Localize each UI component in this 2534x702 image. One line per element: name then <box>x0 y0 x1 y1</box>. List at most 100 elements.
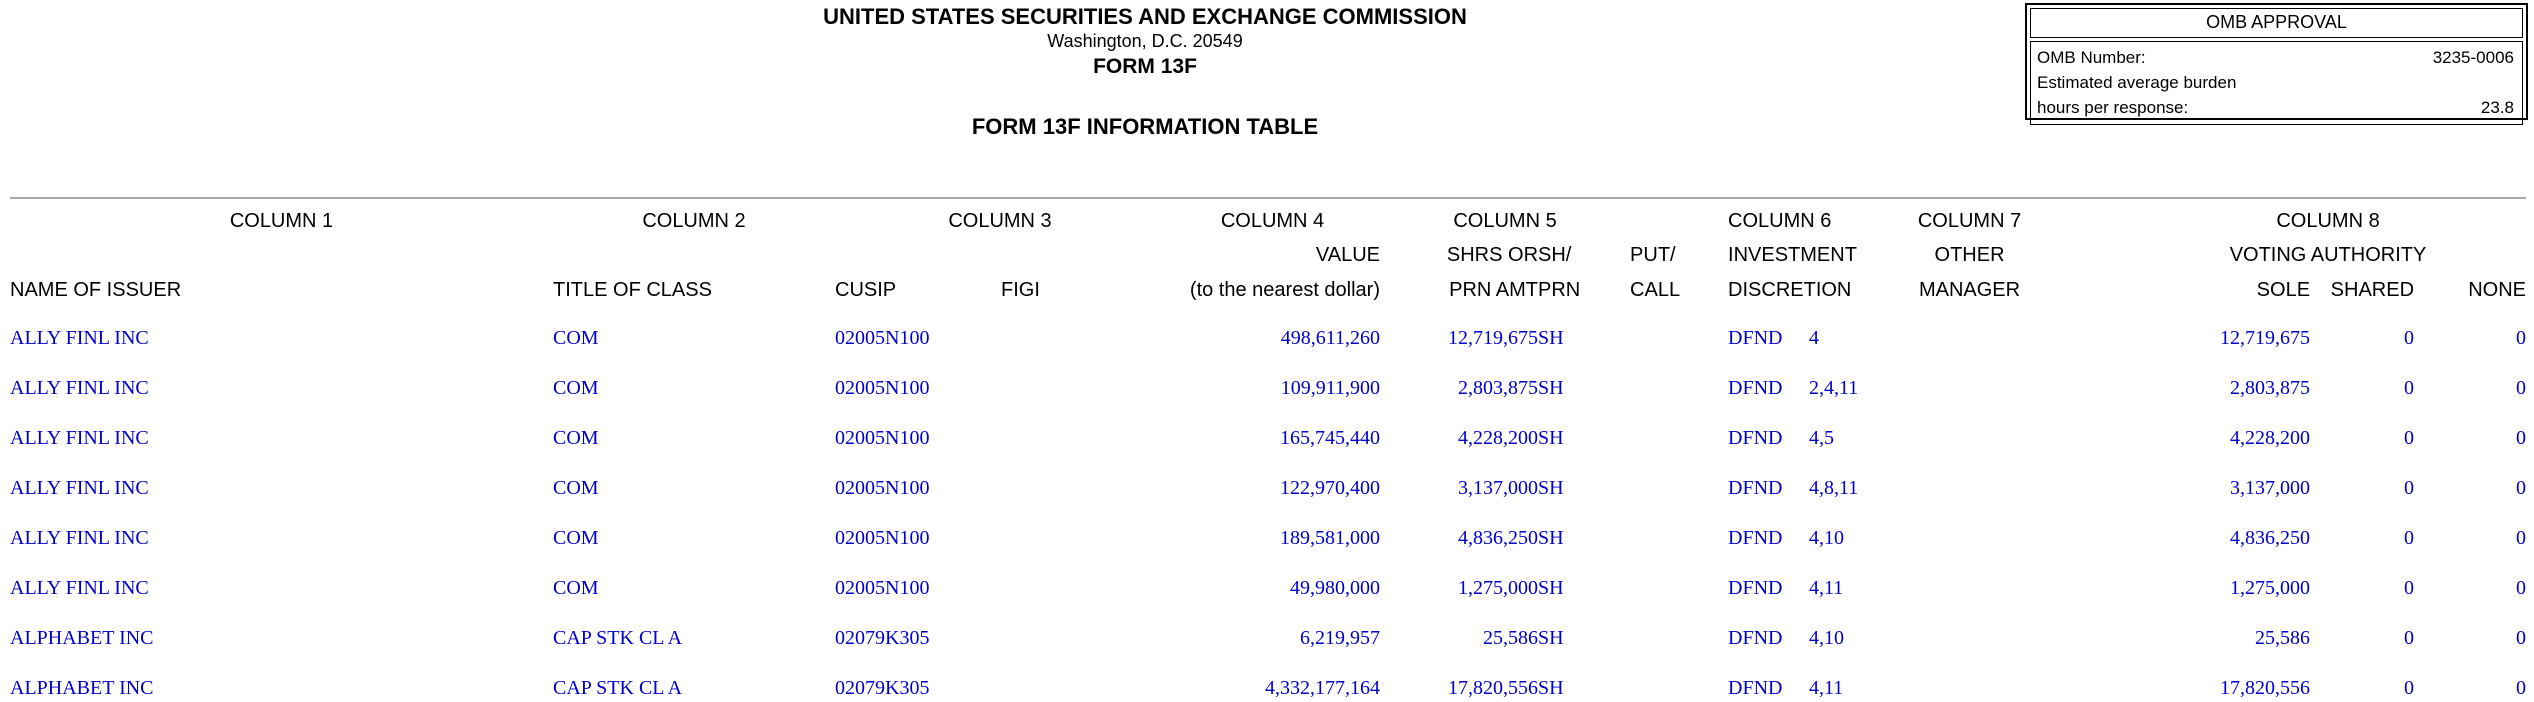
omb-approval-body: OMB Number: 3235-0006 Estimated average … <box>2030 41 2523 125</box>
issuer-cell: ALLY FINL INC <box>10 327 149 349</box>
omb-burden-label-2: hours per response: <box>2037 98 2189 117</box>
omb-number-label: OMB Number: <box>2037 48 2146 67</box>
shared-cell: 0 <box>2404 377 2415 399</box>
cusip-cell: 02079K305 <box>835 677 930 699</box>
shares-cell: 4,228,200 <box>1458 427 1539 449</box>
discretion-cell: DFND <box>1728 327 1783 349</box>
class-cell: COM <box>553 527 599 549</box>
sub-header-spacer <box>10 233 1165 267</box>
other-header: OTHER <box>1934 244 2005 266</box>
none-cell: 0 <box>2516 477 2527 499</box>
figi-header: FIGI <box>1001 279 1040 301</box>
shared-cell: 0 <box>2404 477 2415 499</box>
column-group-header-row: COLUMN 1 COLUMN 2 COLUMN 3 COLUMN 4 COLU… <box>10 199 2526 233</box>
class-cell: COM <box>553 377 599 399</box>
column-3-header: COLUMN 3 <box>948 210 1052 232</box>
none-cell: 0 <box>2516 577 2527 599</box>
discretion-cell: DFND <box>1728 527 1783 549</box>
figi-cell <box>1001 352 1165 402</box>
sh-prn-cell: SH <box>1538 627 1564 649</box>
value-cell: 49,980,000 <box>1290 577 1381 599</box>
shrs-or-header: SHRS OR <box>1446 244 1539 266</box>
none-header: NONE <box>2468 279 2527 301</box>
prn-amt-header: PRN AMT <box>1449 279 1539 301</box>
shared-header: SHARED <box>2330 279 2415 301</box>
cusip-cell: 02005N100 <box>835 527 930 549</box>
put-call-cell <box>1630 652 1728 702</box>
shared-cell: 0 <box>2404 527 2415 549</box>
table-row: ALPHABET INC CAP STK CL A 02079K305 4,33… <box>10 652 2526 702</box>
omb-burden-value: 23.8 <box>2480 98 2514 117</box>
sh-prn-cell: SH <box>1538 427 1564 449</box>
cusip-header: CUSIP <box>835 279 897 301</box>
value-header: VALUE <box>1315 244 1381 266</box>
value-cell: 189,581,000 <box>1280 527 1381 549</box>
class-cell: COM <box>553 427 599 449</box>
name-of-issuer-header: NAME OF ISSUER <box>10 279 182 301</box>
cusip-cell: 02005N100 <box>835 477 930 499</box>
class-cell: CAP STK CL A <box>553 677 683 699</box>
omb-burden-row-2: hours per response: 23.8 <box>2037 95 2514 120</box>
shares-cell: 3,137,000 <box>1458 477 1539 499</box>
figi-cell <box>1001 502 1165 552</box>
table-row: ALLY FINL INC COM 02005N100 189,581,000 … <box>10 502 2526 552</box>
title-of-class-header: TITLE OF CLASS <box>553 279 712 301</box>
discretion-cell: DFND <box>1728 477 1783 499</box>
put-call-cell <box>1630 602 1728 652</box>
call-header: CALL <box>1630 279 1681 301</box>
none-cell: 0 <box>2516 527 2527 549</box>
cusip-cell: 02005N100 <box>835 427 930 449</box>
figi-cell <box>1001 602 1165 652</box>
value-cell: 4,332,177,164 <box>1265 677 1381 699</box>
class-cell: COM <box>553 477 599 499</box>
sh-prn-cell: SH <box>1538 477 1564 499</box>
none-cell: 0 <box>2516 327 2527 349</box>
shares-cell: 17,820,556 <box>1448 677 1539 699</box>
none-cell: 0 <box>2516 677 2527 699</box>
shares-cell: 1,275,000 <box>1458 577 1539 599</box>
issuer-cell: ALLY FINL INC <box>10 427 149 449</box>
none-cell: 0 <box>2516 627 2527 649</box>
sole-cell: 17,820,556 <box>2220 677 2311 699</box>
column-5-header: COLUMN 5 <box>1453 210 1557 232</box>
other-manager-cell: 4,11 <box>1809 577 1844 599</box>
shares-cell: 25,586 <box>1483 627 1539 649</box>
put-call-spacer-header <box>1630 199 1728 233</box>
omb-approval-box: OMB APPROVAL OMB Number: 3235-0006 Estim… <box>2025 3 2528 125</box>
table-row: ALLY FINL INC COM 02005N100 165,745,440 … <box>10 402 2526 452</box>
issuer-cell: ALPHABET INC <box>10 677 154 699</box>
value-cell: 165,745,440 <box>1280 427 1381 449</box>
sh-prn-cell: SH <box>1538 377 1564 399</box>
shared-cell: 0 <box>2404 677 2415 699</box>
issuer-cell: ALLY FINL INC <box>10 477 149 499</box>
none-cell: 0 <box>2516 377 2527 399</box>
sole-cell: 2,803,875 <box>2230 377 2311 399</box>
value-note-header: (to the nearest dollar) <box>1189 279 1381 301</box>
class-cell: CAP STK CL A <box>553 627 683 649</box>
sole-cell: 4,228,200 <box>2230 427 2311 449</box>
sec-masthead: UNITED STATES SECURITIES AND EXCHANGE CO… <box>0 0 2290 197</box>
discretion-cell: DFND <box>1728 427 1783 449</box>
column-2-header: COLUMN 2 <box>642 210 746 232</box>
shared-cell: 0 <box>2404 577 2415 599</box>
cusip-cell: 02005N100 <box>835 377 930 399</box>
issuer-cell: ALLY FINL INC <box>10 577 149 599</box>
value-cell: 6,219,957 <box>1300 627 1381 649</box>
sole-cell: 4,836,250 <box>2230 527 2311 549</box>
sh-prn-cell: SH <box>1538 577 1564 599</box>
figi-cell <box>1001 452 1165 502</box>
put-call-cell <box>1630 552 1728 602</box>
figi-cell <box>1001 302 1165 352</box>
prn-header: PRN <box>1538 279 1581 301</box>
column-7-header: COLUMN 7 <box>1917 210 2022 232</box>
column-6-header: COLUMN 6 <box>1728 210 1832 232</box>
value-cell: 122,970,400 <box>1280 477 1381 499</box>
sh-header: SH/ <box>1538 244 1572 266</box>
omb-burden-row-1: Estimated average burden <box>2037 70 2514 95</box>
figi-cell <box>1001 652 1165 702</box>
omb-number-value: 3235-0006 <box>2432 48 2514 67</box>
table-row: ALPHABET INC CAP STK CL A 02079K305 6,21… <box>10 602 2526 652</box>
omb-burden-label-1: Estimated average burden <box>2037 73 2237 92</box>
agency-location: Washington, D.C. 20549 <box>1047 31 1243 51</box>
value-cell: 109,911,900 <box>1280 377 1381 399</box>
